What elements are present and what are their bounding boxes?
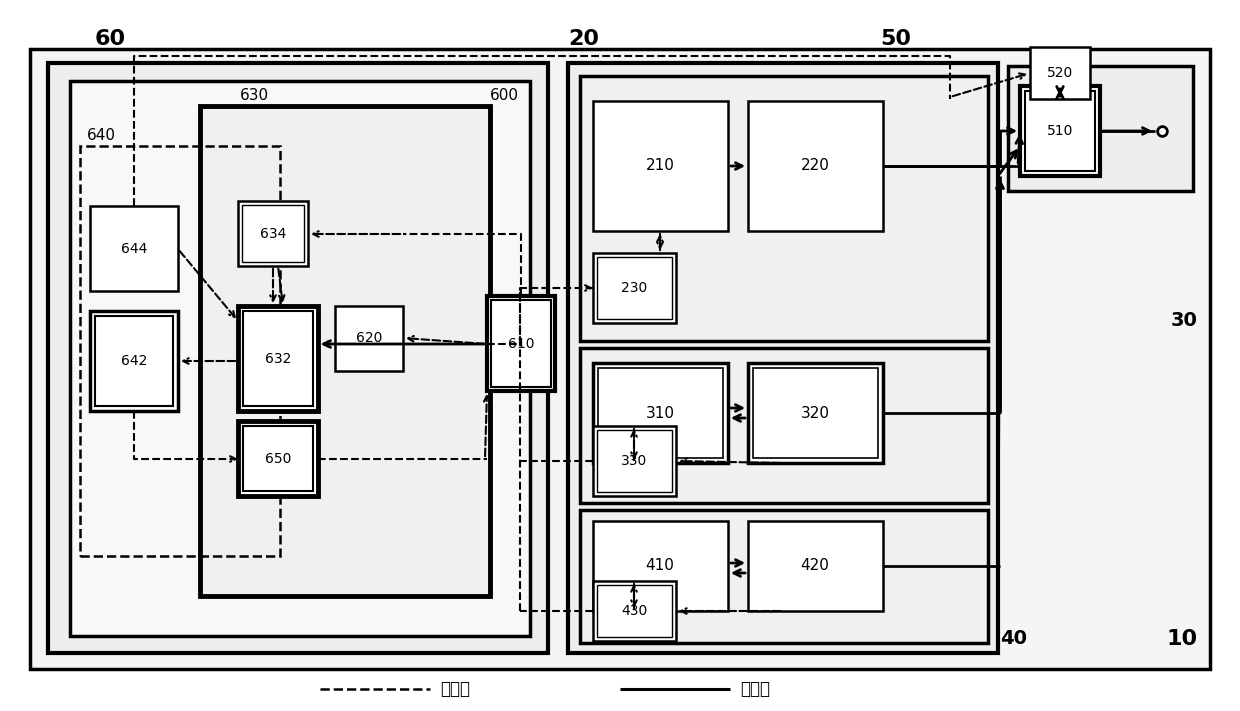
Text: 220: 220 bbox=[801, 159, 830, 173]
Text: 20: 20 bbox=[568, 29, 599, 49]
Bar bbox=[487, 296, 556, 391]
Bar bbox=[593, 253, 676, 323]
Bar bbox=[748, 521, 883, 611]
Text: 40: 40 bbox=[999, 629, 1027, 648]
Bar bbox=[91, 311, 179, 411]
Bar bbox=[243, 426, 312, 491]
Bar bbox=[81, 146, 280, 556]
Bar bbox=[335, 306, 403, 371]
Text: 520: 520 bbox=[1047, 66, 1073, 80]
Text: 50: 50 bbox=[880, 29, 911, 49]
Text: 信号流: 信号流 bbox=[440, 680, 470, 698]
Bar bbox=[243, 311, 312, 406]
Bar bbox=[580, 510, 988, 643]
Text: 330: 330 bbox=[621, 454, 647, 468]
Bar bbox=[242, 205, 304, 262]
Text: 功率流: 功率流 bbox=[740, 680, 770, 698]
Bar bbox=[238, 201, 308, 266]
Text: 650: 650 bbox=[265, 452, 291, 466]
Bar bbox=[596, 430, 672, 492]
Bar bbox=[593, 521, 728, 611]
Bar bbox=[598, 368, 723, 458]
Bar bbox=[491, 300, 551, 387]
Bar bbox=[748, 363, 883, 463]
Text: 420: 420 bbox=[801, 559, 830, 574]
Bar bbox=[95, 316, 174, 406]
Bar bbox=[593, 426, 676, 496]
Bar bbox=[48, 63, 548, 653]
Text: 30: 30 bbox=[1171, 311, 1198, 331]
Text: 610: 610 bbox=[507, 337, 534, 351]
Bar bbox=[593, 363, 728, 463]
Text: 620: 620 bbox=[356, 331, 382, 345]
Bar bbox=[568, 63, 998, 653]
Bar bbox=[596, 585, 672, 637]
Bar bbox=[1008, 66, 1193, 191]
Text: 230: 230 bbox=[621, 281, 647, 295]
Bar bbox=[69, 81, 529, 636]
Text: 634: 634 bbox=[260, 227, 286, 241]
Bar bbox=[91, 206, 179, 291]
Text: 600: 600 bbox=[490, 88, 520, 104]
Text: 644: 644 bbox=[120, 242, 148, 256]
Text: 630: 630 bbox=[241, 88, 269, 104]
Bar bbox=[753, 368, 878, 458]
Text: 410: 410 bbox=[646, 559, 675, 574]
Bar bbox=[30, 49, 1210, 669]
Bar bbox=[1021, 86, 1100, 176]
Text: 60: 60 bbox=[95, 29, 126, 49]
Bar bbox=[596, 257, 672, 319]
Text: 210: 210 bbox=[646, 159, 675, 173]
Text: 510: 510 bbox=[1047, 124, 1073, 138]
Text: 642: 642 bbox=[120, 354, 148, 368]
Bar bbox=[593, 101, 728, 231]
Text: 640: 640 bbox=[87, 129, 117, 144]
Bar bbox=[580, 76, 988, 341]
Bar bbox=[238, 306, 317, 411]
Bar bbox=[580, 348, 988, 503]
Bar bbox=[1025, 91, 1095, 171]
Text: 310: 310 bbox=[646, 405, 675, 420]
Bar bbox=[238, 421, 317, 496]
Bar bbox=[200, 106, 490, 596]
Text: 10: 10 bbox=[1167, 629, 1198, 649]
Bar bbox=[593, 581, 676, 641]
Bar bbox=[1030, 47, 1090, 99]
Bar bbox=[748, 101, 883, 231]
Text: 320: 320 bbox=[801, 405, 830, 420]
Text: 632: 632 bbox=[265, 352, 291, 366]
Text: 430: 430 bbox=[621, 604, 647, 618]
